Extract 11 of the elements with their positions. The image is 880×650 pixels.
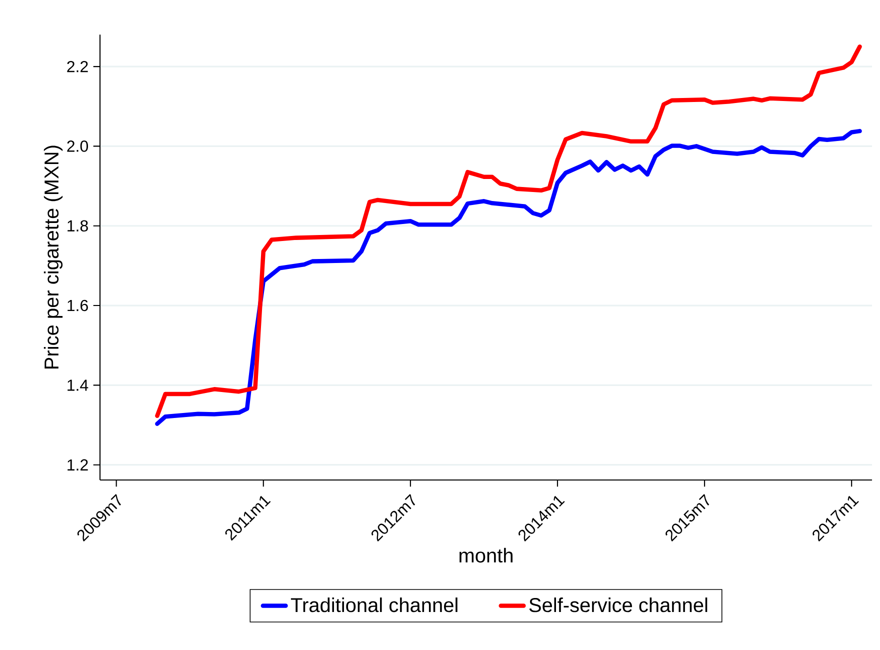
line-series (155, 44, 862, 418)
legend-label: Self-service channel (529, 598, 708, 612)
y-tick-label: 1.8 (68, 220, 88, 232)
y-tick-label: 1.6 (68, 300, 88, 312)
y-axis-title: Price per cigarette (MXN) (44, 146, 63, 369)
x-axis-title: month (460, 548, 513, 563)
y-tick-label: 1.2 (68, 459, 88, 470)
legend-label: Traditional channel (290, 598, 458, 612)
y-tick-label: 2.0 (67, 140, 88, 152)
y-tick-label: 1.4 (68, 380, 88, 391)
y-tick-label: 2.2 (67, 60, 88, 72)
